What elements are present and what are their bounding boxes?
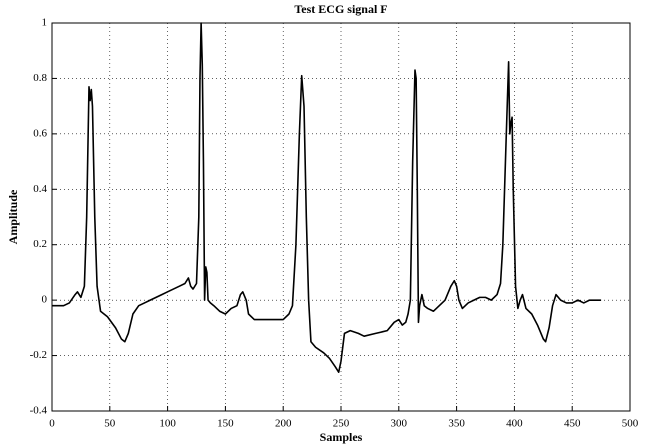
y-tick-label: 0.2 — [33, 238, 47, 250]
x-tick-label: 250 — [333, 418, 350, 430]
x-tick-label: 100 — [159, 418, 176, 430]
y-tick-label: 0.6 — [33, 127, 47, 139]
x-tick-label: 50 — [104, 418, 116, 430]
x-tick-label: 0 — [49, 418, 55, 430]
x-tick-label: 350 — [448, 418, 465, 430]
y-tick-label: -0.2 — [30, 349, 47, 361]
x-tick-label: 300 — [391, 418, 408, 430]
y-tick-label: 0.4 — [33, 183, 47, 195]
y-tick-label: 0 — [42, 294, 48, 306]
x-tick-label: 200 — [275, 418, 292, 430]
y-axis-label: Amplitude — [6, 189, 20, 244]
y-tick-label: -0.4 — [30, 405, 48, 417]
chart-title: Test ECG signal F — [294, 2, 387, 16]
y-tick-label: 0.8 — [33, 72, 47, 84]
x-tick-label: 500 — [622, 418, 639, 430]
x-tick-label: 450 — [564, 418, 581, 430]
data-line — [52, 22, 602, 373]
plot-frame — [51, 22, 631, 412]
y-tick-label: 1 — [42, 17, 48, 29]
x-axis-label: Samples — [320, 430, 363, 444]
x-tick-label: 150 — [217, 418, 234, 430]
x-tick-label: 400 — [506, 418, 523, 430]
